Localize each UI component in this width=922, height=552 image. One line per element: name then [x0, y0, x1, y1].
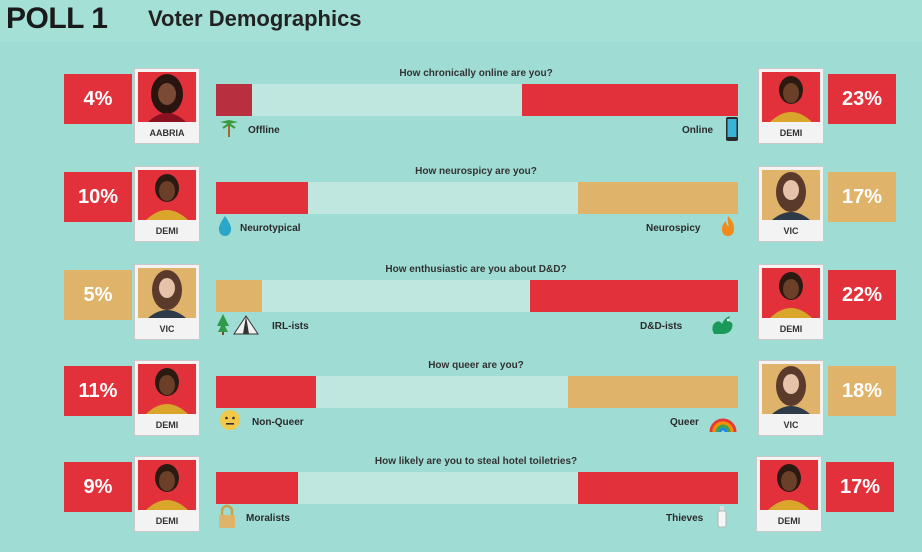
right-fill-bar [578, 182, 738, 214]
left-percent-box: 4% [64, 74, 132, 124]
fire-icon [718, 214, 738, 243]
poll-title: Voter Demographics [148, 6, 362, 31]
left-fill-bar [216, 376, 316, 408]
photo-demi [138, 460, 196, 510]
photo-vic [762, 364, 820, 414]
poll-track [216, 84, 738, 116]
right-label: Thieves [666, 513, 704, 524]
right-fill-bar [522, 84, 738, 116]
left-label: IRL-ists [272, 321, 309, 332]
left-percent-box: 9% [64, 462, 132, 512]
avatar: VIC [758, 360, 824, 436]
left-percent-box: 5% [64, 270, 132, 320]
water-drop-icon [216, 214, 234, 243]
person-name: DEMI [155, 420, 179, 430]
right-fill-bar [568, 376, 738, 408]
right-label: Online [682, 125, 714, 136]
person-name: DEMI [779, 128, 803, 138]
poll-row-5: How likely are you to steal hotel toilet… [0, 456, 922, 552]
person-name: DEMI [155, 226, 179, 236]
left-percent-box: 10% [64, 172, 132, 222]
poll-row-1: How chronically online are you? 4% AABRI… [0, 68, 922, 164]
photo-demi [760, 460, 818, 510]
poll-track [216, 182, 738, 214]
left-percent-box: 11% [64, 366, 132, 416]
left-fill-bar [216, 182, 308, 214]
rainbow-icon [708, 408, 738, 439]
poll-number: POLL 1 [6, 2, 108, 35]
right-percent-box: 18% [828, 366, 896, 416]
left-fill-bar [216, 472, 298, 504]
person-name: VIC [783, 226, 799, 236]
poll-track [216, 280, 738, 312]
right-percent-box: 17% [828, 172, 896, 222]
photo-vic [138, 268, 196, 318]
avatar: AABRIA [134, 68, 200, 144]
left-fill-bar [216, 280, 262, 312]
right-label: Neurospicy [646, 223, 701, 234]
person-name: DEMI [155, 516, 179, 526]
poll-track [216, 472, 738, 504]
person-name: VIC [159, 324, 175, 334]
left-label: Neurotypical [240, 223, 301, 234]
right-fill-bar [530, 280, 738, 312]
phone-icon [724, 116, 740, 147]
dragon-icon [708, 312, 736, 343]
avatar: VIC [758, 166, 824, 242]
photo-vic [762, 170, 820, 220]
person-name: DEMI [777, 516, 801, 526]
question: How neurospicy are you? [415, 166, 537, 177]
right-percent-box: 23% [828, 74, 896, 124]
poll-track [216, 376, 738, 408]
avatar: DEMI [758, 264, 824, 340]
photo-demi [138, 170, 196, 220]
poll-row-3: How enthusiastic are you about D&D? 5% V… [0, 264, 922, 360]
photo-aabria [138, 72, 196, 122]
left-label: Non-Queer [252, 417, 304, 428]
avatar: DEMI [134, 166, 200, 242]
question: How likely are you to steal hotel toilet… [374, 456, 578, 467]
poll-row-2: How neurospicy are you? 10% DEMI Neuroty… [0, 166, 922, 262]
poll-row-4: How queer are you? 11% DEMI Non-Queer Qu… [0, 360, 922, 456]
lock-icon [216, 504, 238, 535]
left-fill-bar [216, 84, 252, 116]
right-percent-box: 22% [828, 270, 896, 320]
photo-demi [138, 364, 196, 414]
avatar: DEMI [134, 360, 200, 436]
left-label: Offline [248, 125, 280, 136]
right-percent-box: 17% [826, 462, 894, 512]
avatar: VIC [134, 264, 200, 340]
person-name: VIC [783, 420, 799, 430]
tree-tent-icon [216, 312, 262, 341]
person-name: DEMI [779, 324, 803, 334]
neutral-face-icon [218, 408, 242, 437]
photo-demi [762, 72, 820, 122]
right-fill-bar [578, 472, 738, 504]
header-bar: POLL 1 Voter Demographics [0, 0, 922, 42]
avatar: DEMI [758, 68, 824, 144]
left-label: Moralists [246, 513, 290, 524]
avatar: DEMI [756, 456, 822, 532]
avatar: DEMI [134, 456, 200, 532]
person-name: AABRIA [149, 128, 185, 138]
question: How enthusiastic are you about D&D? [385, 264, 567, 275]
question: How queer are you? [428, 360, 524, 371]
bottle-icon [716, 504, 728, 535]
question: How chronically online are you? [399, 68, 553, 79]
photo-demi [762, 268, 820, 318]
right-label: Queer [670, 417, 699, 428]
right-label: D&D-ists [640, 321, 683, 332]
palm-tree-icon [218, 116, 240, 143]
